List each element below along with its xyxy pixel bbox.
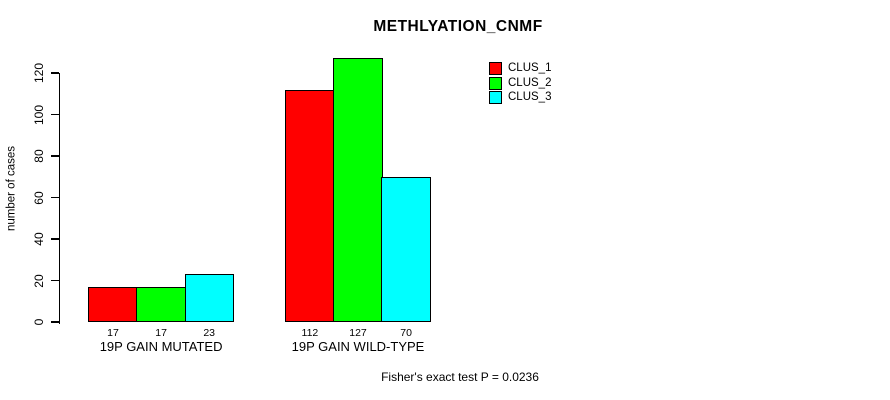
chart-title: METHLYATION_CNMF	[373, 18, 543, 35]
y-tick-label: 60	[32, 190, 46, 205]
bar-value-label: 70	[400, 327, 412, 339]
y-tick-label: 20	[32, 273, 46, 288]
bar-clus-3-group1	[184, 274, 234, 322]
y-tick	[50, 155, 59, 157]
y-tick	[50, 196, 59, 199]
y-tick	[50, 113, 59, 116]
legend-swatch-clus-1	[489, 62, 502, 75]
legend-row: CLUS_1	[489, 62, 551, 75]
bar-clus-1-group1	[88, 286, 138, 322]
legend-row: CLUS_3	[489, 91, 552, 105]
y-axis-line	[58, 73, 60, 324]
category-label: 19P GAIN WILD-TYPE	[291, 339, 425, 354]
bar-value-label: 112	[301, 327, 319, 339]
y-tick	[50, 238, 59, 240]
bar-value-label: 17	[107, 327, 119, 339]
legend-swatch-clus-3	[489, 91, 502, 105]
y-tick-label: 120	[32, 62, 46, 84]
bar-value-label: 17	[155, 327, 167, 339]
legend: CLUS_1 CLUS_2 CLUS_3	[489, 62, 551, 106]
y-tick-label: 100	[32, 104, 46, 125]
y-axis-title: number of cases	[5, 146, 18, 232]
bar-value-label: 127	[349, 327, 367, 339]
bar-clus-2-group2	[333, 58, 383, 322]
fisher-test-annotation: Fisher's exact test P = 0.0236	[381, 370, 539, 384]
y-tick	[50, 72, 59, 74]
legend-swatch-clus-2	[489, 76, 502, 90]
legend-label: CLUS_1	[508, 62, 552, 74]
bar-clus-1-group2	[285, 89, 335, 322]
y-tick-label: 0	[32, 318, 46, 326]
bar-value-label: 23	[203, 327, 216, 339]
category-label: 19P GAIN MUTATED	[99, 339, 223, 354]
bar-clus-3-group2	[381, 176, 431, 322]
y-tick	[50, 279, 59, 282]
y-tick	[50, 321, 59, 323]
legend-label: CLUS_3	[508, 91, 552, 104]
legend-label: CLUS_2	[508, 76, 552, 89]
y-tick-label: 40	[32, 232, 46, 246]
y-tick-label: 80	[32, 149, 46, 163]
legend-row: CLUS_2	[489, 76, 552, 90]
bar-clus-2-group1	[136, 286, 186, 322]
